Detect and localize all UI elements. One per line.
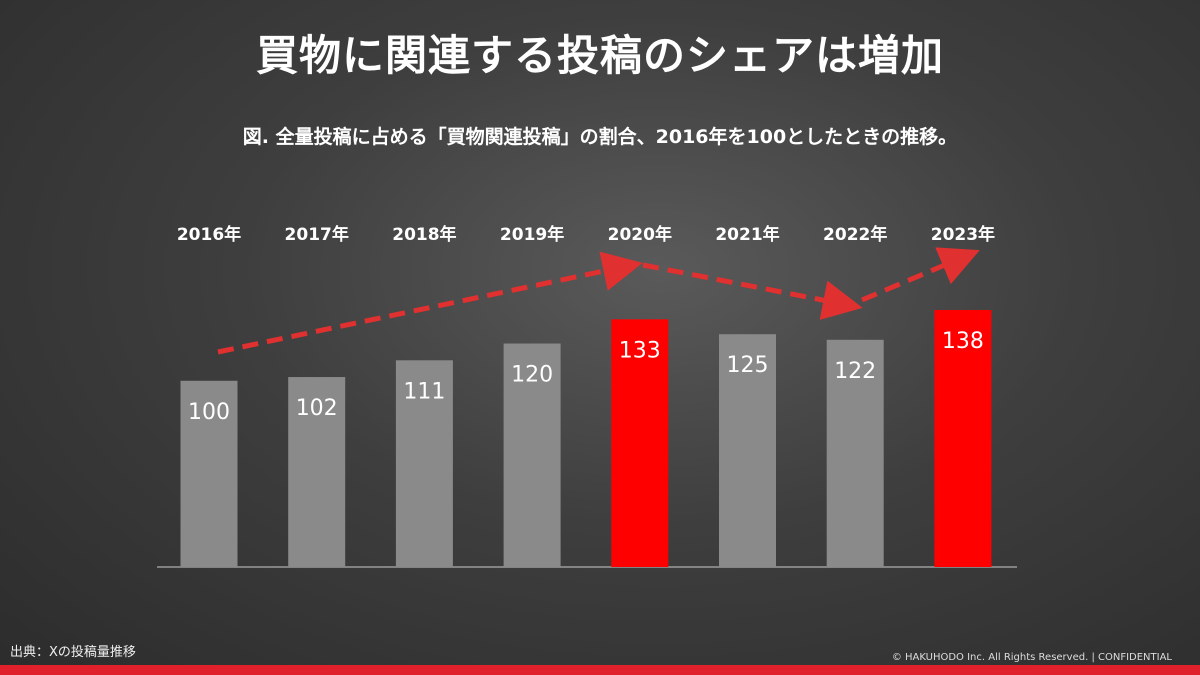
source-note: 出典：Xの投稿量推移: [10, 645, 136, 660]
data-label: 102: [296, 396, 338, 421]
x-tick-label: 2019年: [500, 224, 564, 245]
footer-bar: [0, 665, 1200, 675]
page-title: 買物に関連する投稿のシェアは増加: [255, 31, 944, 80]
x-tick-label: 2020年: [608, 224, 672, 245]
bar: [395, 360, 453, 567]
data-label: 133: [619, 338, 661, 363]
data-label: 122: [834, 359, 876, 384]
bar: [934, 310, 992, 567]
x-tick-label: 2017年: [285, 224, 349, 245]
trend-arrow: [217, 251, 643, 355]
bar: [503, 343, 561, 567]
x-tick-label: 2021年: [715, 224, 779, 245]
data-label: 138: [942, 329, 984, 354]
data-label: 120: [511, 363, 553, 388]
x-tick-label: 2018年: [392, 224, 456, 245]
chart-title: 図. 全量投稿に占める「買物関連投稿」の割合、2016年を100としたときの推移…: [242, 126, 958, 148]
bar: [719, 334, 776, 567]
data-label: 111: [403, 379, 445, 404]
x-tick-label: 2023年: [931, 224, 995, 245]
bar: [180, 380, 238, 567]
bar: [826, 339, 884, 567]
trend-arrow: [642, 262, 863, 320]
x-tick-label: 2022年: [823, 224, 887, 245]
x-tick-label: 2016年: [177, 224, 241, 245]
data-label: 100: [188, 400, 230, 425]
data-label: 125: [727, 353, 769, 378]
trend-arrow: [861, 247, 980, 303]
copyright: © HAKUHODO Inc. All Rights Reserved. | C…: [891, 652, 1172, 663]
bar: [611, 319, 669, 567]
bar: [288, 377, 346, 567]
